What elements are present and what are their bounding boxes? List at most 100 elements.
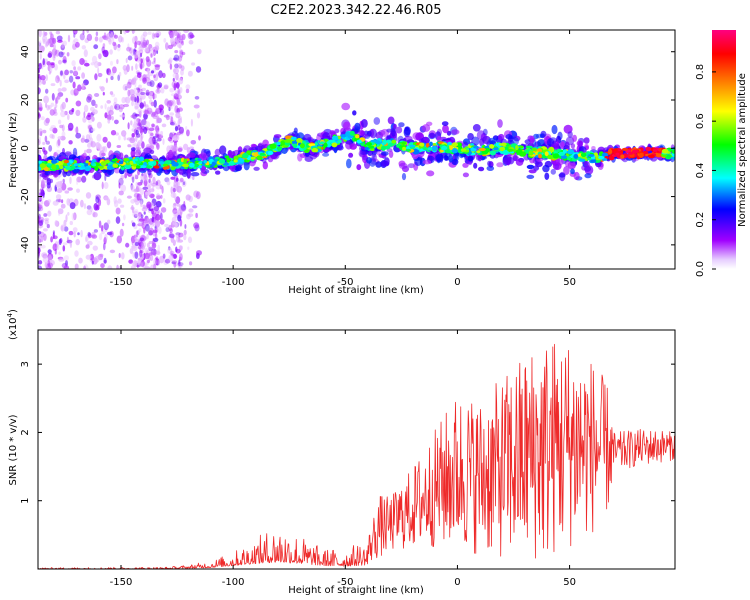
noise-spot	[106, 100, 111, 104]
noise-spot	[148, 246, 154, 252]
noise-spot	[43, 228, 48, 232]
ridge-halo-spot	[551, 143, 560, 149]
noise-spot	[169, 31, 175, 39]
noise-spot	[188, 32, 194, 37]
noise-spot	[130, 50, 136, 57]
noise-spot	[191, 62, 196, 66]
noise-spot	[189, 261, 193, 266]
noise-spot	[71, 108, 75, 113]
ridge-halo-spot	[334, 128, 340, 134]
noise-spot	[175, 232, 180, 239]
noise-spot	[154, 110, 159, 118]
noise-spot	[133, 142, 138, 147]
ridge-halo-spot	[257, 142, 264, 149]
ridge-core-spot	[409, 144, 416, 148]
noise-spot	[170, 248, 173, 257]
noise-spot	[156, 130, 161, 135]
noise-spot	[155, 31, 162, 37]
noise-spot	[64, 79, 69, 84]
noise-spot	[81, 72, 85, 79]
noise-spot	[135, 230, 139, 238]
noise-spot	[147, 67, 150, 75]
noise-spot	[46, 224, 50, 229]
noise-spot	[61, 199, 64, 204]
ridge-halo-spot	[108, 150, 114, 160]
noise-spot	[92, 245, 99, 251]
noise-spot	[43, 119, 50, 126]
noise-spot	[183, 229, 187, 236]
ridge-core-spot	[94, 166, 99, 171]
noise-spot	[43, 95, 49, 104]
noise-spot	[97, 143, 102, 152]
ridge-halo-spot	[421, 136, 429, 145]
ridge-halo-spot	[346, 158, 352, 169]
noise-spot	[153, 237, 159, 242]
noise-spot	[168, 246, 171, 251]
noise-spot	[47, 249, 52, 254]
ridge-core-spot	[291, 136, 297, 141]
noise-spot	[170, 105, 173, 110]
ridge-halo-spot	[551, 124, 558, 135]
noise-spot	[40, 244, 46, 249]
noise-spot	[99, 253, 104, 258]
noise-spot	[177, 42, 181, 48]
noise-spot	[146, 59, 152, 67]
noise-spot	[49, 133, 54, 139]
noise-spot	[45, 140, 50, 145]
ridge-core-spot	[567, 149, 575, 155]
noise-spot	[118, 177, 124, 186]
noise-spot	[169, 228, 174, 234]
noise-spot	[173, 207, 178, 211]
noise-spot	[126, 81, 132, 89]
noise-spot	[56, 35, 63, 41]
noise-spot	[76, 176, 82, 183]
ridge-halo-spot	[567, 131, 573, 138]
ridge-core-spot	[580, 152, 587, 157]
ridge-core-spot	[70, 166, 75, 171]
noise-spot	[101, 146, 106, 152]
ridge-core-spot	[139, 156, 145, 162]
noise-spot	[77, 66, 82, 71]
noise-spot	[178, 64, 183, 69]
noise-spot	[181, 51, 186, 56]
noise-spot	[156, 193, 161, 199]
noise-spot	[106, 114, 112, 121]
noise-spot	[146, 107, 153, 115]
ridge-core-spot	[203, 160, 207, 164]
noise-spot	[124, 172, 128, 179]
ridge-halo-spot	[387, 116, 395, 125]
noise-spot	[141, 141, 145, 149]
noise-spot	[118, 135, 121, 141]
ridge-core-spot	[292, 143, 298, 148]
noise-spot	[114, 119, 119, 125]
noise-spot	[157, 82, 163, 88]
ridge-core-spot	[63, 159, 70, 164]
noise-spot	[197, 48, 202, 55]
noise-spot	[121, 222, 125, 227]
ridge-core-spot	[628, 151, 634, 155]
snr-frame	[37, 329, 676, 570]
noise-spot	[143, 227, 146, 234]
noise-spot	[68, 140, 73, 145]
noise-spot	[178, 49, 184, 55]
noise-spot	[163, 114, 170, 118]
noise-spot	[134, 174, 137, 180]
noise-spot	[47, 199, 52, 203]
ridge-halo-spot	[354, 122, 361, 131]
noise-spot	[156, 195, 161, 200]
noise-spot	[108, 71, 115, 77]
noise-spot	[161, 236, 167, 240]
noise-spot	[56, 95, 59, 104]
noise-spot	[94, 36, 99, 42]
noise-spot	[149, 181, 153, 186]
ridge-core-spot	[46, 163, 52, 166]
noise-spot	[155, 107, 158, 113]
noise-spot	[84, 38, 89, 44]
noise-spot	[144, 252, 150, 260]
noise-spot	[178, 89, 182, 96]
noise-spot	[72, 70, 79, 77]
noise-spot	[173, 68, 177, 74]
noise-spot	[94, 73, 98, 81]
noise-spot	[121, 130, 127, 137]
noise-spot	[140, 62, 143, 70]
